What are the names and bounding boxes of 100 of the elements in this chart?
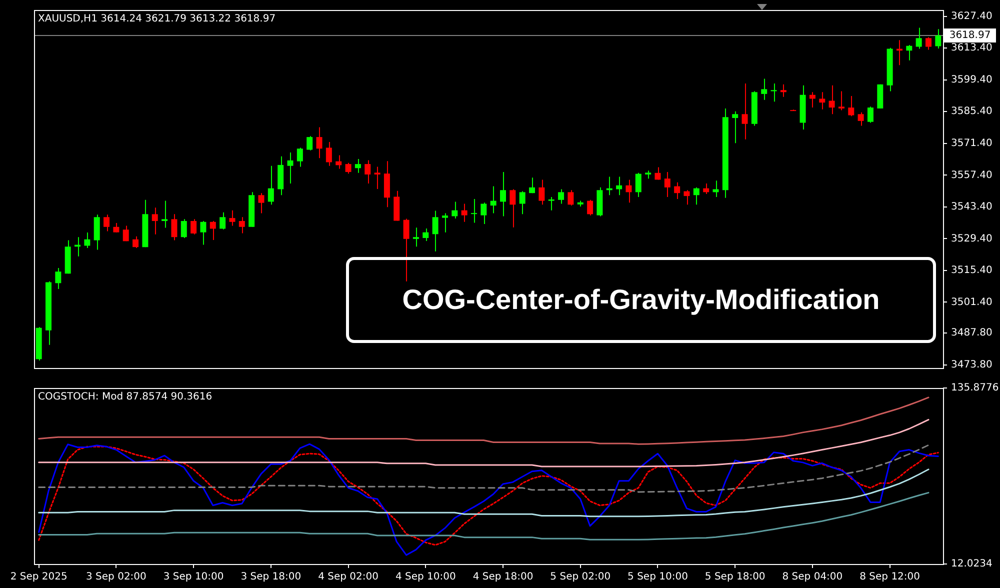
candlestick [510,188,516,228]
candlestick [925,36,932,50]
x-tick-label: 5 Sep 18:00 [704,572,766,583]
candlestick [684,190,690,206]
candlestick [132,236,139,248]
candlestick [84,232,90,248]
x-tick-label: 8 Sep 12:00 [860,572,920,583]
chart-title: XAUUSD,H1 3614.24 3621.79 3613.22 3618.97 [38,14,276,25]
y-tick-label: 3487.80 [951,328,992,339]
candlestick [568,190,574,206]
candlestick [364,160,371,184]
candlestick [316,126,322,159]
candlestick [306,136,313,151]
candlestick [229,210,236,226]
candlestick [703,183,710,194]
candlestick [916,27,922,50]
candlestick [374,166,380,190]
x-tick-label: 8 Sep 04:00 [782,572,843,583]
y-tick-label: 135.8776 [951,382,999,394]
chart-title: COGSTOCH: Mod 87.8574 90.3616 [38,392,212,403]
candlestick [162,200,168,228]
candlestick [113,222,120,233]
candlestick [336,154,342,170]
candlestick [220,212,226,230]
candlestick [258,192,264,214]
candlestick [452,201,458,219]
candlestick [296,147,303,168]
candlestick [200,220,206,246]
candlestick [635,172,642,198]
x-tick-label: 4 Sep 10:00 [395,572,456,583]
candlestick [190,218,197,235]
candlestick [480,202,487,224]
candlestick [742,83,748,140]
y-tick-label: 3515.40 [951,265,992,276]
candlestick [654,166,661,180]
y-tick-label: 3501.40 [951,296,992,308]
candlestick [529,177,536,194]
candlestick [152,207,158,235]
candlestick [500,171,506,217]
candlestick [587,199,594,216]
candlestick [287,152,294,184]
candlestick [848,95,854,117]
candlestick [490,186,496,214]
candlestick [412,227,419,248]
candlestick [326,142,332,166]
x-tick-label: 2 Sep 2025 [10,572,68,583]
x-tick-label: 4 Sep 02:00 [318,572,378,583]
candlestick [761,78,768,100]
y-tick-label: 3473.80 [951,359,992,370]
candlestick [558,188,564,204]
candlestick [180,218,187,239]
candlestick [442,212,448,233]
candlestick [519,190,526,215]
candlestick [780,84,786,98]
candlestick [403,218,410,282]
candlestick [94,214,100,250]
candlestick [470,198,477,224]
x-tick-label: 5 Sep 02:00 [550,572,611,583]
candlestick [712,180,719,198]
candlestick [906,44,912,61]
candlestick [354,158,361,174]
candlestick [171,214,178,241]
candlestick [55,267,62,290]
x-tick-label: 3 Sep 18:00 [240,572,302,583]
x-tick-label: 3 Sep 10:00 [163,572,224,583]
candlestick [858,112,864,126]
line-series [38,444,930,493]
candlestick [548,196,554,211]
candlestick [867,106,874,124]
candlestick [268,165,274,206]
y-tick-label: 3627.40 [951,10,992,22]
candlestick [210,220,216,241]
candlestick [104,214,110,232]
y-tick-label: 3599.40 [951,74,992,86]
candlestick [422,228,429,242]
candlestick [838,90,844,111]
y-tick-label: 3585.40 [951,106,992,118]
candlestick [461,203,468,222]
x-tick-label: 5 Sep 10:00 [628,572,688,583]
candlestick [819,92,826,110]
y-tick-label: 3529.40 [951,233,992,244]
x-tick-label: 4 Sep 18:00 [472,572,534,583]
candlestick [538,179,545,206]
y-tick-label: 12.0234 [951,558,992,570]
candlestick [345,162,352,174]
candlestick [616,176,622,196]
candlestick [432,210,438,252]
candlestick [664,171,670,198]
candlestick [732,110,738,144]
candlestick [828,84,835,115]
candlestick [693,186,700,206]
x-tick-label: 3 Sep 02:00 [86,572,146,583]
candlestick [626,179,632,204]
candlestick [122,225,129,242]
y-tick-label: 3613.40 [951,42,992,54]
annotation: COG-Center-of-Gravity-Modification [346,257,936,343]
candlestick [674,182,680,200]
ref-line-label: 3618.97 [949,30,991,42]
y-tick-label: 3543.40 [951,202,992,213]
candlestick [238,216,245,234]
